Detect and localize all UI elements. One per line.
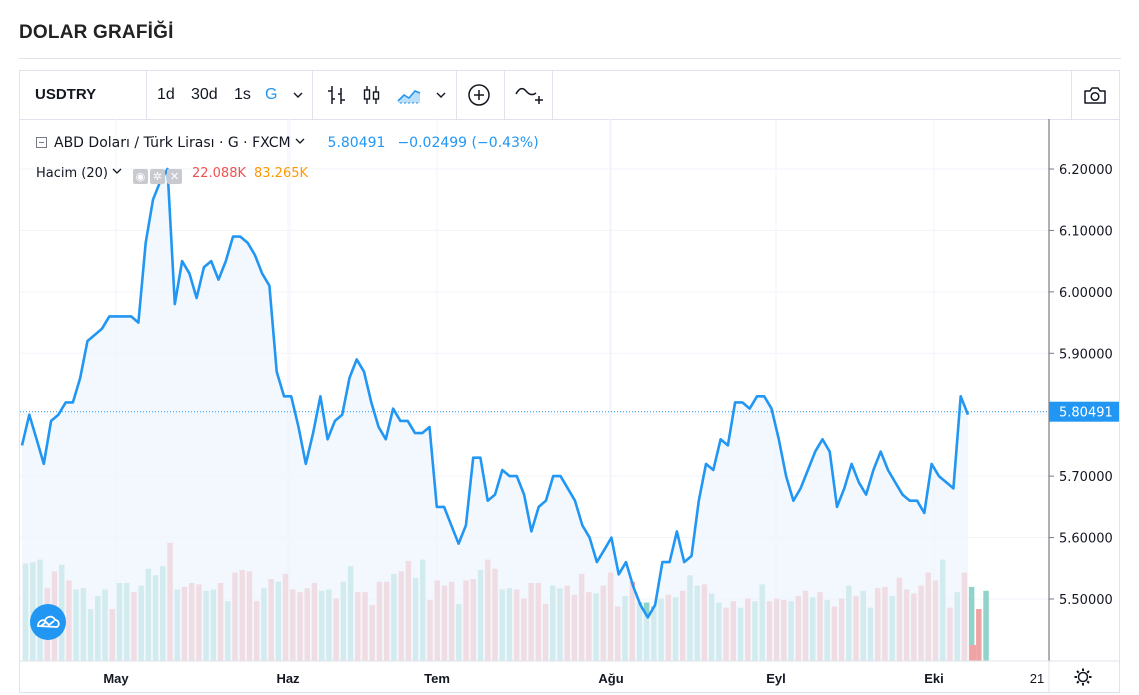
price-tick-label: 5.60000 <box>1059 532 1113 547</box>
volume-bar <box>976 609 982 661</box>
settings-icon[interactable] <box>1074 668 1092 686</box>
volume-bar <box>968 586 975 661</box>
add-circle-icon[interactable] <box>467 83 491 107</box>
toolbar-divider <box>552 71 553 119</box>
chart-widget: USDTRY 1d 30d 1s G <box>19 70 1120 693</box>
title-divider <box>19 58 1121 59</box>
page-title: DOLAR GRAFİĞİ <box>19 22 174 43</box>
time-tick-label: 21 <box>1030 671 1044 686</box>
settings-icon-tooth <box>1076 680 1080 684</box>
interval-g-button[interactable]: G <box>265 86 278 103</box>
compare-icon[interactable] <box>514 83 544 109</box>
settings-icon-center <box>1077 671 1089 683</box>
area-chart-icon[interactable] <box>396 83 422 107</box>
time-tick-label: Tem <box>424 671 450 686</box>
time-tick-label: Eki <box>924 671 944 686</box>
chevron-down-icon[interactable] <box>434 89 448 101</box>
toolbar-divider <box>146 71 147 119</box>
time-tick-label: Ağu <box>598 671 623 686</box>
camera-icon[interactable] <box>1082 83 1108 107</box>
eye-icon[interactable]: ◉ <box>132 169 148 184</box>
volume-indicator-label[interactable]: Hacim (20) <box>36 166 108 181</box>
time-axis[interactable]: May Haz Tem Ağu Eyl Eki 21 <box>20 660 1119 693</box>
time-tick-label: Haz <box>276 671 300 686</box>
interval-1d-button[interactable]: 1d <box>157 86 175 103</box>
toolbar-divider <box>1071 71 1072 119</box>
logo-icon <box>37 615 60 628</box>
interval-1s-button[interactable]: 1s <box>234 86 251 103</box>
time-tick-label: Eyl <box>766 671 786 686</box>
price-tick-label: 5.70000 <box>1059 470 1113 485</box>
last-price-badge <box>1049 401 1119 422</box>
toolbar-divider <box>456 71 457 119</box>
legend-main: ABD Doları / Türk Lirası · G · FXCM 5.804… <box>36 135 539 151</box>
collapse-legend-icon[interactable] <box>36 137 47 148</box>
legend-volume: Hacim (20) ◉ ✲ ✕ 22.088K 83.265K <box>36 166 308 184</box>
volume-value: 22.088K <box>191 166 246 181</box>
price-tick-label: 6.20000 <box>1059 163 1113 178</box>
legend-last-price: 5.80491 <box>327 135 386 151</box>
chevron-down-icon[interactable] <box>291 89 305 101</box>
toolbar-divider <box>312 71 313 119</box>
price-area <box>22 169 968 661</box>
settings-icon-tooth <box>1086 670 1090 674</box>
time-tick-label: May <box>103 671 129 686</box>
symbol-search-button[interactable]: USDTRY <box>35 86 97 103</box>
interval-30d-button[interactable]: 30d <box>191 86 218 103</box>
toolbar-divider <box>504 71 505 119</box>
close-icon[interactable]: ✕ <box>166 169 182 184</box>
settings-icon-tooth <box>1086 680 1090 684</box>
tradingview-logo-button[interactable] <box>30 604 66 640</box>
volume-bar <box>970 645 976 661</box>
last-price-label: 5.80491 <box>1059 406 1113 421</box>
price-tick-label: 6.00000 <box>1059 286 1113 301</box>
volume-bar <box>983 590 989 661</box>
gear-icon[interactable]: ✲ <box>149 169 165 184</box>
legend-instrument[interactable]: ABD Doları / Türk Lirası · G · FXCM <box>54 135 291 151</box>
legend-change: −0.02499 (−0.43%) <box>397 135 539 151</box>
chevron-down-icon[interactable] <box>111 166 123 176</box>
price-axis[interactable]: 6.200006.100006.000005.900005.800005.700… <box>1048 119 1119 661</box>
price-tick-label: 6.10000 <box>1059 224 1113 239</box>
price-tick-label: 5.90000 <box>1059 347 1113 362</box>
chart-toolbar: USDTRY 1d 30d 1s G <box>20 71 1119 120</box>
candlestick-icon[interactable] <box>360 83 384 107</box>
settings-icon-tooth <box>1076 670 1080 674</box>
chevron-down-icon[interactable] <box>294 136 306 146</box>
bar-chart-icon[interactable] <box>325 83 349 107</box>
price-line <box>20 167 970 619</box>
price-chart[interactable]: 6.200006.100006.000005.900005.800005.700… <box>20 119 1119 693</box>
price-tick-label: 5.50000 <box>1059 593 1113 608</box>
volume-ma-value: 83.265K <box>254 166 309 181</box>
